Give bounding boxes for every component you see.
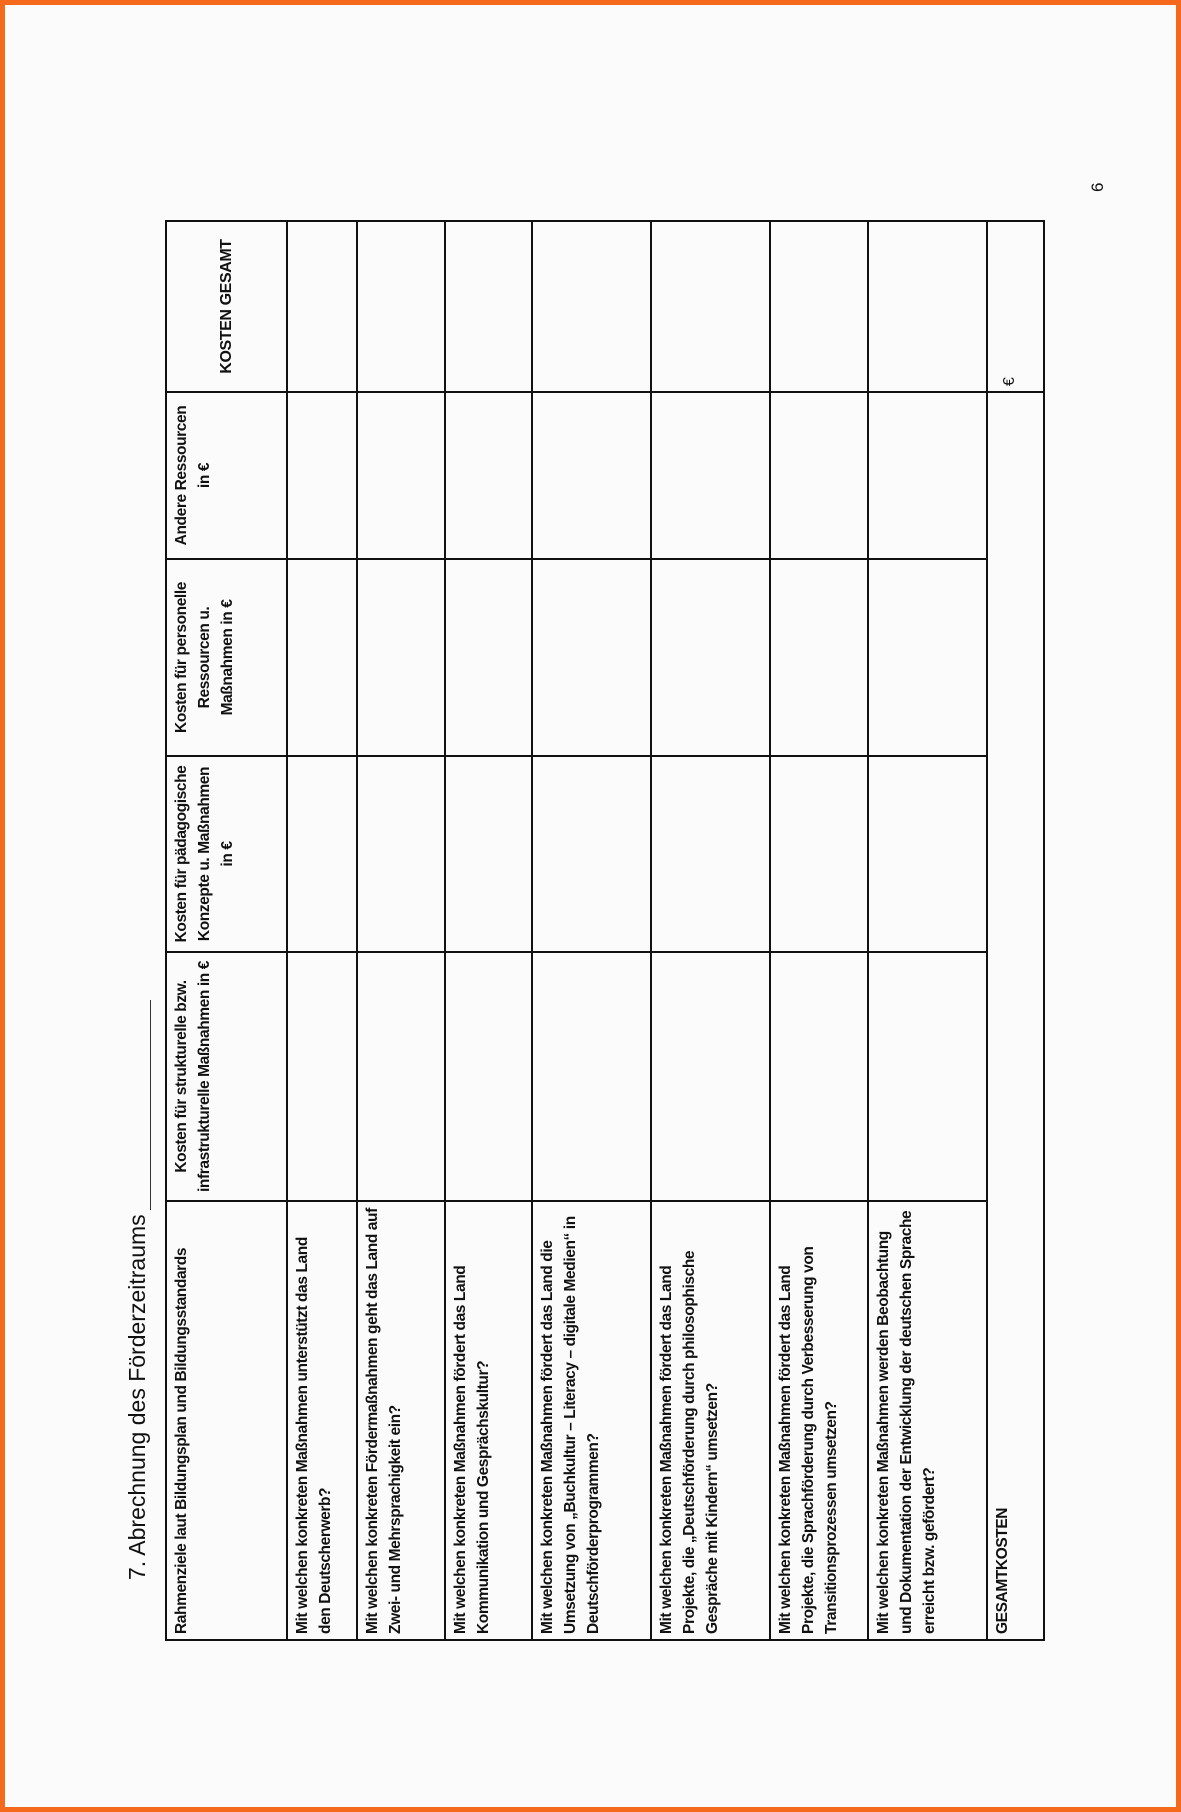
cost-cell[interactable] [868,559,987,756]
cost-cell[interactable] [287,392,357,559]
table-header-row: Rahmenziele laut Bildungsplan und Bildun… [166,221,287,1640]
cost-cell[interactable] [445,392,532,559]
cost-cell[interactable] [770,221,868,392]
cost-cell[interactable] [770,392,868,559]
row-question: Mit welchen konkreten Maßnahmen werden B… [868,1201,987,1640]
cost-cell[interactable] [445,559,532,756]
cost-cell[interactable] [532,221,651,392]
cost-cell[interactable] [357,221,445,392]
row-question: Mit welchen konkreten Maßnahmen fördert … [532,1201,651,1640]
cost-cell[interactable] [357,559,445,756]
row-question: Mit welchen konkreten Maßnahmen fördert … [770,1201,868,1640]
table-row: Mit welchen konkreten Maßnahmen fördert … [651,221,770,1640]
cost-cell[interactable] [770,952,868,1201]
cost-cell[interactable] [287,952,357,1201]
table-row: Mit welchen konkreten Maßnahmen fördert … [445,221,532,1640]
row-question: Mit welchen konkreten Fördermaßnahmen ge… [357,1201,445,1640]
cost-cell[interactable] [868,392,987,559]
section-title-text: 7. Abrechnung des Förderzeitraums [124,1214,150,1580]
row-question: Mit welchen konkreten Maßnahmen fördert … [445,1201,532,1640]
total-label: GESAMTKOSTEN [987,392,1044,1640]
cost-cell[interactable] [651,756,770,952]
row-question: Mit welchen konkreten Maßnahmen fördert … [651,1201,770,1640]
cost-cell[interactable] [651,559,770,756]
header-kosten-gesamt: KOSTEN GESAMT [166,221,287,392]
cost-cell[interactable] [868,952,987,1201]
header-strukturelle-kosten: Kosten für strukturelle bzw. infrastrukt… [166,952,287,1201]
row-question: Mit welchen konkreten Maßnahmen unterstü… [287,1201,357,1640]
header-paedagogische-kosten: Kosten für pädagogische Konzepte u. Maßn… [166,756,287,952]
cost-cell[interactable] [770,756,868,952]
cost-table: Rahmenziele laut Bildungsplan und Bildun… [165,220,1045,1641]
table-row: Mit welchen konkreten Maßnahmen fördert … [532,221,651,1640]
cost-cell[interactable] [445,952,532,1201]
header-personelle-kosten: Kosten für personelle Ressourcen u. Maßn… [166,559,287,756]
cost-cell[interactable] [651,952,770,1201]
cost-cell[interactable] [532,952,651,1201]
cost-cell[interactable] [868,756,987,952]
table-row: Mit welchen konkreten Maßnahmen werden B… [868,221,987,1640]
table-row: Mit welchen konkreten Maßnahmen unterstü… [287,221,357,1640]
cost-cell[interactable] [532,559,651,756]
title-underline [130,1000,151,1211]
cost-cell[interactable] [357,392,445,559]
header-rahmenziele: Rahmenziele laut Bildungsplan und Bildun… [166,1201,287,1640]
table-row: Mit welchen konkreten Fördermaßnahmen ge… [357,221,445,1640]
section-title: 7. Abrechnung des Förderzeitraums [124,1000,151,1580]
cost-cell[interactable] [445,756,532,952]
cost-cell[interactable] [651,221,770,392]
cost-cell[interactable] [651,392,770,559]
cost-cell[interactable] [287,221,357,392]
total-row: GESAMTKOSTEN € [987,221,1044,1640]
cost-cell[interactable] [770,559,868,756]
cost-cell[interactable] [287,756,357,952]
cost-cell[interactable] [532,392,651,559]
cost-cell[interactable] [868,221,987,392]
cost-cell[interactable] [287,559,357,756]
cost-cell[interactable] [357,756,445,952]
cost-cell[interactable] [445,221,532,392]
table-row: Mit welchen konkreten Maßnahmen fördert … [770,221,868,1640]
cost-cell[interactable] [357,952,445,1201]
cost-cell[interactable] [532,756,651,952]
page-number: 6 [1088,182,1107,192]
total-cost-cell[interactable]: € [987,221,1044,392]
header-andere-ressourcen: Andere Ressourcen in € [166,392,287,559]
